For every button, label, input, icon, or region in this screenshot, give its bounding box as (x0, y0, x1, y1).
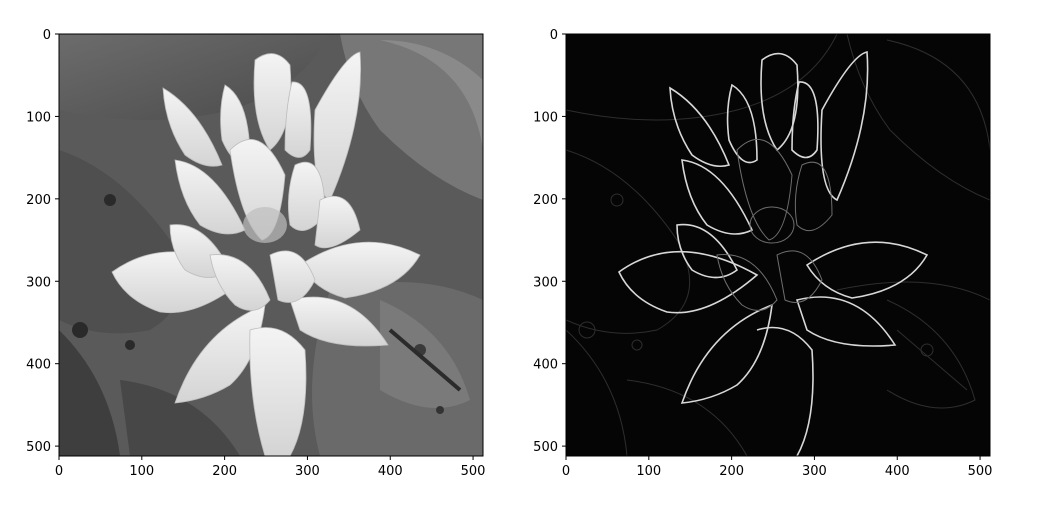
right-y-tick-label: 500 (533, 440, 558, 455)
right-y-tick-label: 200 (533, 193, 558, 208)
right-x-tick-label: 200 (719, 464, 744, 479)
left-y-tick-label: 400 (26, 358, 51, 373)
right-x-tick-label: 400 (885, 464, 910, 479)
right-x-tick-label: 0 (562, 464, 570, 479)
right-x-tick-label: 500 (968, 464, 993, 479)
right-x-tick-label: 300 (802, 464, 827, 479)
left-y-tick-label: 0 (43, 28, 51, 43)
right-plot-frame (565, 33, 991, 457)
left-y-tick-label: 300 (26, 275, 51, 290)
right-x-tick-label: 100 (636, 464, 661, 479)
left-x-tick-label: 400 (378, 464, 403, 479)
left-y-tick-label: 500 (26, 440, 51, 455)
left-plot-frame (58, 33, 484, 457)
edge-image-panel (566, 34, 990, 456)
grayscale-image-panel (59, 34, 483, 456)
left-y-tick-label: 200 (26, 193, 51, 208)
left-x-tick-label: 200 (212, 464, 237, 479)
left-x-tick-label: 300 (295, 464, 320, 479)
right-y-tick-label: 300 (533, 275, 558, 290)
right-y-tick-label: 400 (533, 358, 558, 373)
left-x-tick-label: 100 (129, 464, 154, 479)
right-y-tick-label: 0 (550, 28, 558, 43)
right-y-tick-label: 100 (533, 110, 558, 125)
left-y-tick-label: 100 (26, 110, 51, 125)
left-x-tick-label: 500 (461, 464, 486, 479)
left-x-tick-label: 0 (55, 464, 63, 479)
